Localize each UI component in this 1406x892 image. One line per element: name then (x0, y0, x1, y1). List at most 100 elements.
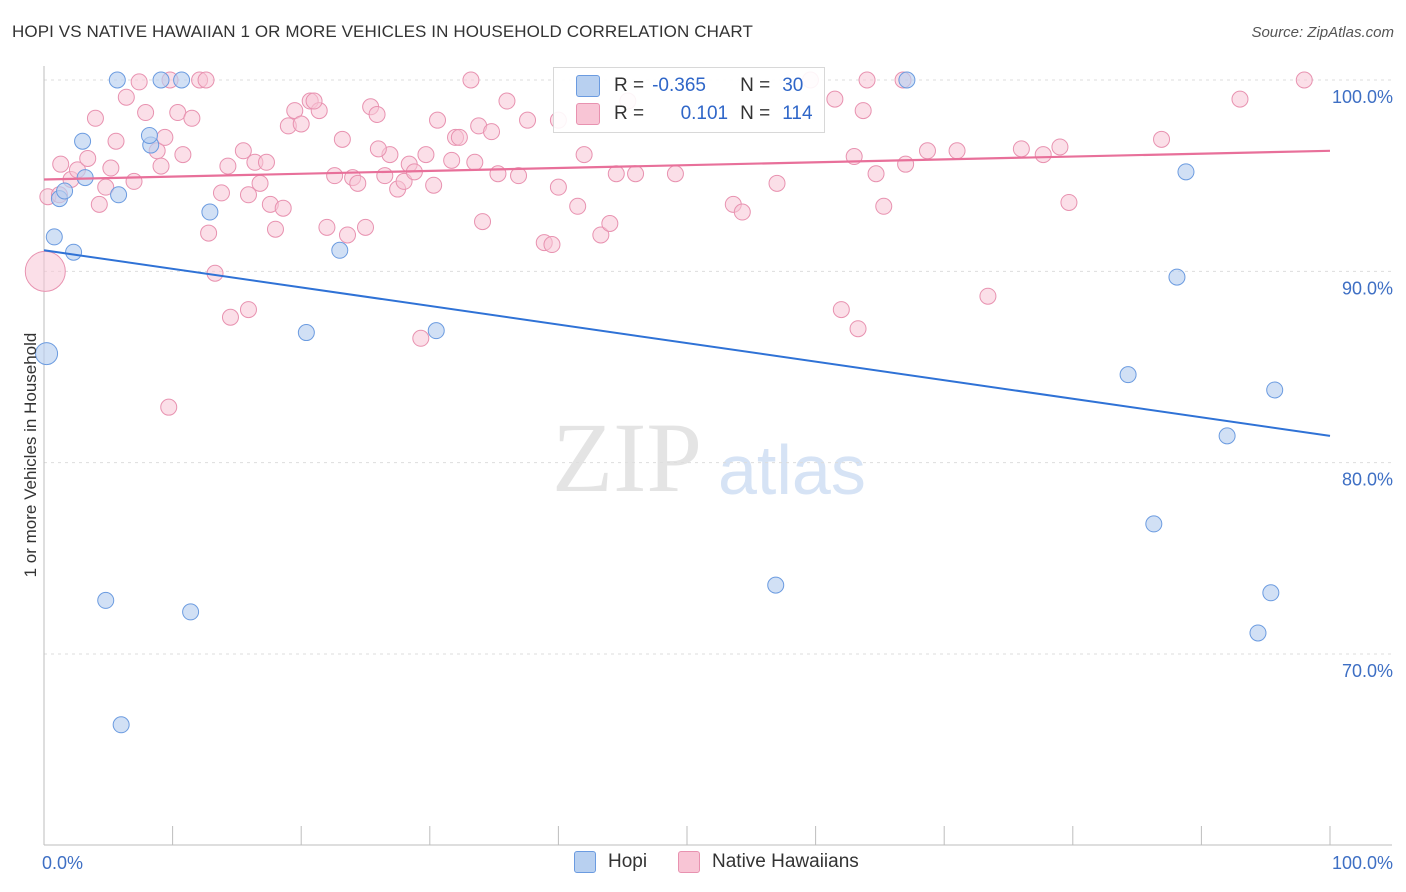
legend-n-value: 30 (782, 75, 804, 96)
legend-item-hopi[interactable]: Hopi (574, 851, 647, 873)
legend-swatch-hawaiian (576, 103, 600, 125)
data-point-native-hawaiian (369, 140, 387, 158)
y-axis-title: 1 or more Vehicles in Household (21, 333, 40, 578)
legend-item-hawaiian[interactable]: Native Hawaiians (678, 851, 859, 873)
watermark-zip: ZIP (552, 402, 702, 513)
series-legend: Hopi Native Hawaiians (0, 851, 1406, 879)
data-point-native-hawaiian (867, 165, 885, 183)
data-point-native-hawaiian (251, 174, 269, 192)
data-point-hopi (35, 342, 59, 366)
chart-title: HOPI VS NATIVE HAWAIIAN 1 OR MORE VEHICL… (12, 22, 753, 41)
data-point-hopi (1168, 268, 1186, 286)
data-point-native-hawaiian (483, 123, 501, 141)
data-point-native-hawaiian (52, 155, 70, 173)
data-point-native-hawaiian (86, 109, 104, 127)
data-point-hopi (110, 186, 128, 204)
data-point-native-hawaiian (197, 71, 215, 89)
stats-legend: R = -0.365 N = 30 R = 0.101 N = 114 (553, 67, 825, 133)
data-point-native-hawaiian (292, 115, 310, 133)
data-point-native-hawaiian (429, 111, 447, 129)
legend-row-hopi: R = -0.365 N = 30 (576, 73, 803, 99)
data-point-hopi (1218, 427, 1236, 445)
axes (43, 66, 1392, 846)
data-point-hopi (898, 71, 916, 89)
data-point-native-hawaiian (368, 105, 386, 123)
data-point-hopi (45, 228, 63, 246)
data-point-native-hawaiian (768, 174, 786, 192)
data-point-native-hawaiian (130, 73, 148, 91)
data-point-hopi (1145, 515, 1163, 533)
data-point-native-hawaiian (450, 128, 468, 146)
data-point-native-hawaiian (601, 215, 619, 232)
data-point-native-hawaiian (918, 142, 936, 160)
data-point-native-hawaiian (266, 220, 284, 238)
data-point-native-hawaiian (326, 167, 344, 185)
data-point-native-hawaiian (305, 92, 323, 110)
watermark-atlas: atlas (718, 431, 866, 509)
legend-swatch-hopi (574, 851, 596, 873)
legend-row-hawaiian: R = 0.101 N = 114 (576, 101, 813, 127)
data-point-native-hawaiian (152, 157, 170, 175)
legend-r-label: R = (614, 75, 645, 96)
data-point-native-hawaiian (575, 146, 593, 164)
legend-r-value: -0.365 (652, 75, 706, 96)
data-point-native-hawaiian (569, 197, 587, 215)
data-point-native-hawaiian (462, 71, 480, 89)
data-point-native-hawaiian (160, 398, 178, 416)
legend-n-label: N = (740, 75, 771, 96)
data-point-native-hawaiian (549, 178, 567, 196)
data-point-native-hawaiian (200, 224, 218, 242)
trend-lines (43, 149, 1331, 437)
data-point-native-hawaiian (826, 90, 844, 108)
data-point-native-hawaiian (239, 186, 257, 204)
data-point-native-hawaiian (1295, 71, 1313, 89)
data-point-native-hawaiian (102, 159, 120, 177)
data-point-native-hawaiian (221, 308, 239, 326)
data-point-native-hawaiian (376, 167, 394, 185)
data-point-native-hawaiian (349, 174, 367, 192)
data-point-native-hawaiian (338, 226, 356, 244)
data-point-hopi (56, 182, 74, 200)
data-point-native-hawaiian (474, 213, 492, 231)
data-point-native-hawaiian (666, 165, 684, 183)
data-point-native-hawaiian (733, 203, 751, 221)
data-point-native-hawaiian (239, 301, 257, 319)
data-point-hopi (74, 132, 92, 150)
data-point-native-hawaiian (443, 151, 461, 169)
trend-line-native-hawaiian (43, 149, 1331, 181)
data-point-native-hawaiian (498, 92, 516, 110)
y-tick-label: 100.0% (1332, 87, 1393, 107)
data-point-hopi (331, 241, 349, 259)
legend-label-hopi: Hopi (608, 851, 648, 872)
data-point-native-hawaiian (1231, 90, 1249, 108)
legend-r-value: 0.101 (680, 103, 729, 124)
data-point-native-hawaiian (318, 218, 336, 236)
data-point-native-hawaiian (1012, 140, 1030, 158)
data-point-hopi (1266, 381, 1284, 399)
data-point-native-hawaiian (948, 142, 966, 160)
data-point-native-hawaiian (107, 132, 125, 150)
data-point-native-hawaiian (627, 165, 645, 183)
data-point-native-hawaiian (174, 146, 192, 164)
data-point-native-hawaiian (466, 153, 484, 171)
x-tick-label: 0.0% (42, 853, 83, 873)
data-point-hopi (173, 71, 191, 89)
data-point-native-hawaiian (897, 155, 915, 173)
data-point-native-hawaiian (543, 236, 561, 254)
data-point-hopi (65, 243, 83, 261)
data-point-native-hawaiian (79, 149, 97, 167)
data-point-hopi (112, 716, 130, 734)
data-point-hopi (1177, 163, 1195, 181)
grid-lines (44, 79, 1395, 655)
legend-label-hawaiian: Native Hawaiians (712, 851, 859, 872)
data-point-hopi (427, 322, 445, 340)
legend-swatch-hawaiian (678, 851, 700, 873)
data-point-native-hawaiian (125, 172, 143, 190)
native-hawaiian-points (24, 71, 1313, 416)
data-point-hopi (1119, 366, 1137, 384)
legend-n-value: 114 (782, 103, 813, 124)
data-point-native-hawaiian (333, 130, 351, 148)
trend-line-hopi (43, 249, 1331, 437)
data-point-native-hawaiian (212, 184, 230, 202)
data-point-native-hawaiian (858, 71, 876, 89)
